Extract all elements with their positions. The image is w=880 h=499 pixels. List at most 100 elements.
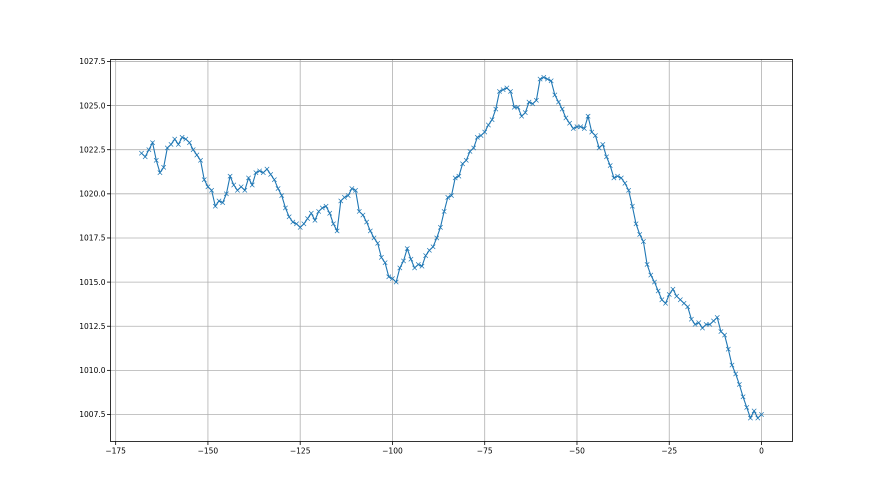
data-point-marker — [747, 415, 753, 421]
data-point-marker — [537, 76, 543, 82]
y-axis: 1007.5 1010.0 1012.5 1015.0 1017.5 1020.0 1022… — [79, 57, 111, 419]
y-tick-label: 1017.5 — [79, 234, 105, 243]
data-point-marker — [740, 394, 746, 400]
data-point-marker — [419, 263, 425, 269]
data-point-marker — [179, 134, 185, 140]
data-point-marker — [578, 124, 584, 130]
data-point-marker — [271, 177, 277, 183]
data-point-marker — [611, 175, 617, 181]
data-point-marker — [150, 140, 156, 146]
data-point-marker — [607, 163, 613, 169]
data-point-marker — [216, 198, 222, 204]
data-point-marker — [471, 145, 477, 151]
data-point-marker — [655, 288, 661, 294]
data-point-marker — [585, 113, 591, 119]
data-point-marker — [559, 106, 565, 112]
data-point-marker — [279, 193, 285, 199]
data-point-marker — [367, 228, 373, 234]
data-point-marker — [545, 76, 550, 82]
data-point-marker — [556, 99, 561, 105]
data-point-marker — [175, 141, 181, 147]
x-tick-label: −125 — [290, 447, 311, 456]
data-point-marker — [401, 258, 406, 264]
y-tick-label: 1010.0 — [79, 366, 105, 375]
data-point-marker — [253, 170, 259, 176]
data-point-marker — [622, 180, 628, 186]
data-point-marker — [526, 99, 532, 105]
data-point-marker — [290, 219, 296, 225]
data-point-marker — [342, 194, 347, 200]
data-point-marker — [515, 104, 521, 110]
x-axis: −175 −150 −125 −100 −75 −50 −25 0 — [105, 441, 764, 456]
data-point-marker — [452, 175, 458, 181]
data-point-marker — [437, 224, 443, 230]
data-point-marker — [703, 322, 709, 327]
x-tick-label: −150 — [198, 447, 219, 456]
data-point-marker — [345, 193, 351, 199]
data-point-marker — [223, 191, 229, 197]
data-point-marker — [397, 265, 403, 271]
data-point-marker — [187, 140, 192, 146]
x-tick-label: −175 — [105, 447, 126, 456]
data-point-marker — [330, 221, 336, 227]
data-point-marker — [364, 219, 370, 225]
data-point-marker — [282, 205, 288, 211]
data-point-marker — [563, 115, 569, 121]
data-point-marker — [751, 408, 757, 414]
data-point-marker — [685, 304, 691, 310]
data-point-marker — [257, 168, 263, 174]
data-point-marker — [220, 200, 226, 206]
x-tick-label: −75 — [477, 447, 493, 456]
data-point-marker — [729, 362, 735, 368]
data-point-marker — [157, 170, 163, 176]
data-point-marker — [430, 244, 436, 250]
data-point-marker — [323, 203, 329, 209]
data-point-marker — [142, 154, 148, 160]
data-point-marker — [404, 246, 410, 252]
data-point-marker — [759, 412, 764, 417]
y-tick-label: 1007.5 — [79, 410, 105, 419]
data-point-marker — [231, 182, 237, 188]
data-point-marker — [161, 164, 167, 170]
data-point-marker — [508, 89, 513, 94]
data-point-marker — [146, 147, 152, 153]
data-point-marker — [567, 120, 573, 126]
data-point-marker — [663, 300, 668, 306]
data-point-marker — [666, 292, 672, 297]
x-tick-label: 0 — [759, 447, 764, 456]
y-tick-label: 1025.0 — [79, 101, 105, 110]
data-point-marker — [736, 382, 742, 387]
y-tick-label: 1020.0 — [79, 190, 105, 199]
data-point-marker — [334, 228, 340, 234]
data-point-marker — [604, 154, 609, 160]
data-point-marker — [408, 256, 414, 262]
data-point-marker — [441, 209, 447, 214]
data-point-marker — [198, 157, 203, 163]
data-point-marker — [692, 322, 698, 327]
data-point-marker — [382, 260, 388, 266]
data-point-marker — [415, 261, 421, 267]
data-point-marker — [201, 177, 207, 183]
data-point-marker — [308, 210, 314, 216]
data-point-marker — [319, 205, 325, 211]
data-point-marker — [286, 214, 292, 220]
data-point-marker — [640, 239, 646, 244]
data-point-marker — [533, 97, 539, 103]
data-point-marker — [360, 212, 366, 218]
data-point-marker — [541, 74, 547, 80]
data-point-marker — [670, 286, 676, 292]
data-point-marker — [744, 404, 750, 410]
data-point-marker — [264, 166, 270, 172]
data-point-marker — [570, 126, 576, 131]
series-pressure — [139, 74, 764, 421]
data-point-marker — [688, 316, 694, 322]
data-point-marker — [618, 175, 624, 181]
data-point-marker — [212, 203, 218, 209]
data-point-marker — [190, 147, 196, 153]
data-point-marker — [600, 141, 606, 147]
data-point-marker — [592, 133, 598, 139]
data-point-marker — [500, 87, 506, 93]
axes-frame — [110, 59, 793, 442]
data-point-marker — [615, 173, 621, 179]
